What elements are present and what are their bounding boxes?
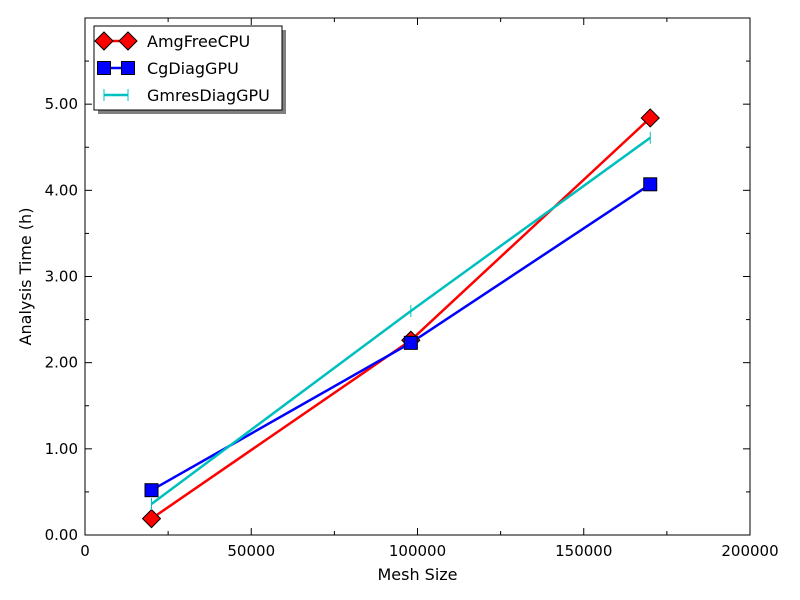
legend-label-CgDiagGPU: CgDiagGPU xyxy=(147,59,239,78)
x-axis-label: Mesh Size xyxy=(377,565,457,584)
legend-marker-CgDiagGPU xyxy=(121,61,135,75)
x-tick-label: 0 xyxy=(80,542,90,560)
data-point-CgDiagGPU xyxy=(403,335,418,350)
x-tick-label: 100000 xyxy=(389,542,446,560)
y-axis: 0.00 1.00 2.00 3.00 4.00 5.00 xyxy=(45,60,750,544)
legend-label-AmgFreeCPU: AmgFreeCPU xyxy=(147,32,250,51)
y-tick-label: 2.00 xyxy=(45,354,78,372)
legend-marker-AmgFreeCPU xyxy=(94,31,114,51)
data-point-CgDiagGPU xyxy=(643,177,658,192)
plot-area xyxy=(141,108,660,529)
x-axis: 0 50000 100000 150000 200000 xyxy=(80,18,779,560)
y-tick-label: 3.00 xyxy=(45,268,78,286)
data-point-CgDiagGPU xyxy=(144,483,159,498)
plot-frame xyxy=(84,17,751,536)
legend-marker-AmgFreeCPU xyxy=(118,31,138,51)
data-point-AmgFreeCPU xyxy=(640,108,660,128)
x-tick-label: 200000 xyxy=(721,542,778,560)
y-tick-label: 0.00 xyxy=(45,526,78,544)
y-tick-label: 1.00 xyxy=(45,440,78,458)
legend: AmgFreeCPU CgDiagGPU GmresDiagGPU xyxy=(93,25,286,114)
y-tick-label: 5.00 xyxy=(45,95,78,113)
legend-label-GmresDiagGPU: GmresDiagGPU xyxy=(147,86,270,105)
y-axis-label: Analysis Time (h) xyxy=(16,208,35,346)
x-tick-label: 50000 xyxy=(227,542,275,560)
x-tick-label: 150000 xyxy=(555,542,612,560)
data-point-AmgFreeCPU xyxy=(141,508,162,529)
y-tick-label: 4.00 xyxy=(45,181,78,199)
legend-marker-CgDiagGPU xyxy=(97,61,111,75)
